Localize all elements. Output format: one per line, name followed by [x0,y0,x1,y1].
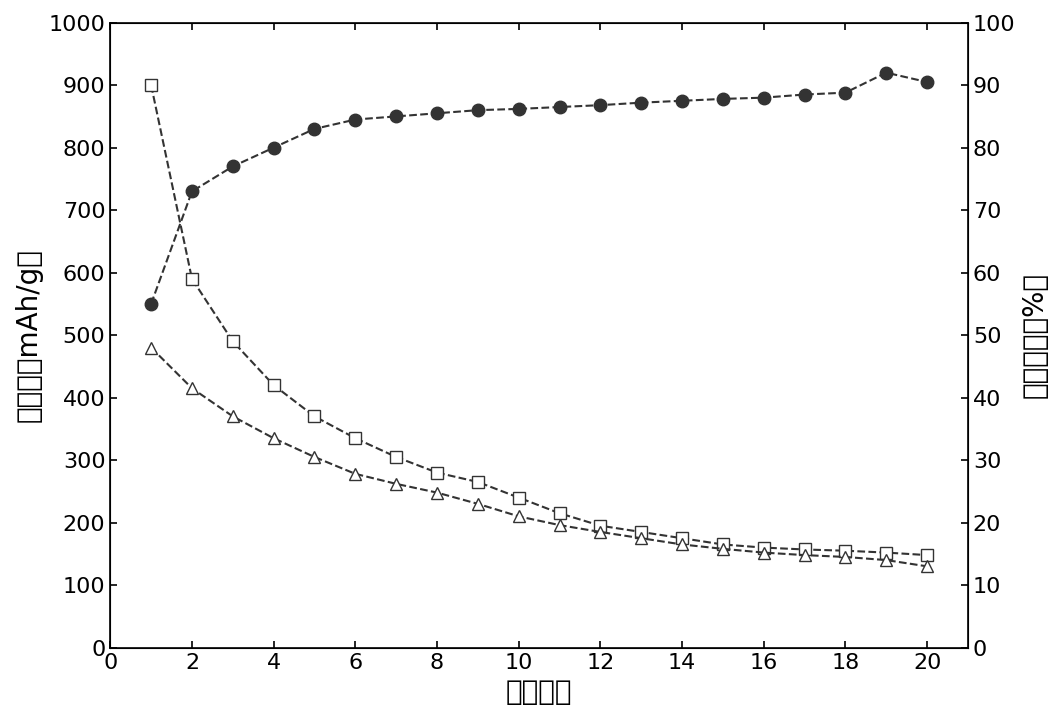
X-axis label: 循环次数: 循环次数 [505,678,572,706]
Y-axis label: 库仓效率（%）: 库仓效率（%） [1021,273,1049,398]
Y-axis label: 比容量（mAh/g）: 比容量（mAh/g） [15,249,43,423]
